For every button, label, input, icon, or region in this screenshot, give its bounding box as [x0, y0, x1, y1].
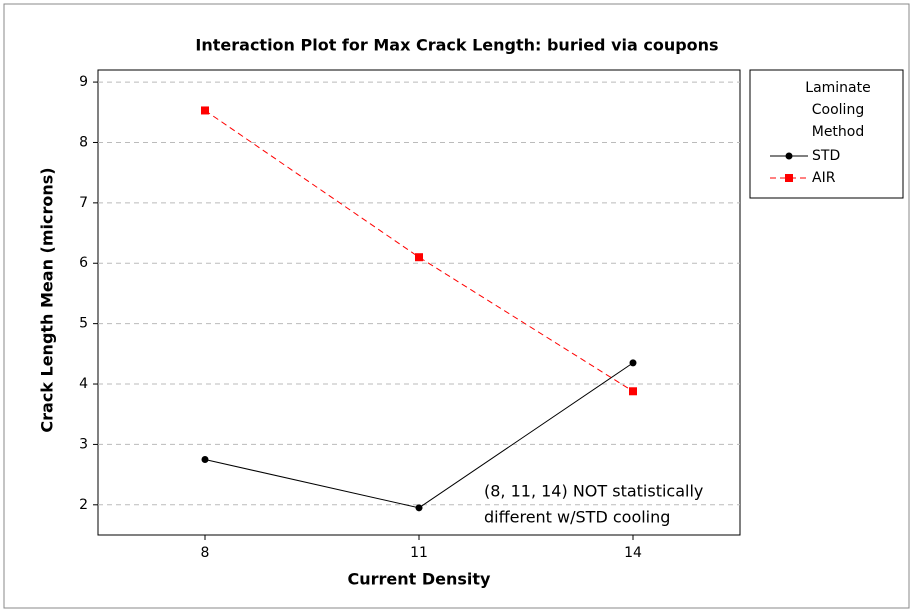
y-axis-label: Crack Length Mean (microns): [38, 167, 57, 432]
x-tick-label: 8: [201, 545, 210, 561]
marker: [201, 106, 209, 115]
x-tick-label: 11: [410, 545, 428, 561]
marker: [201, 456, 209, 464]
legend-marker: [785, 174, 793, 182]
marker: [629, 387, 637, 396]
y-tick-label: 5: [79, 316, 88, 332]
y-tick-label: 9: [79, 74, 88, 90]
marker: [629, 359, 637, 367]
legend-title: Method: [812, 124, 865, 140]
annotation: (8, 11, 14) NOT statistically: [484, 482, 703, 501]
y-tick-label: 4: [79, 376, 88, 392]
marker: [415, 504, 423, 512]
annotation: different w/STD cooling: [484, 508, 670, 527]
legend-label: AIR: [812, 170, 836, 186]
y-tick-label: 2: [79, 497, 88, 513]
legend-title: Laminate: [805, 80, 870, 96]
legend-marker: [785, 152, 793, 160]
y-tick-label: 3: [79, 436, 88, 452]
x-tick-label: 14: [624, 545, 642, 561]
legend-title: Cooling: [812, 102, 864, 118]
y-tick-label: 7: [79, 195, 88, 211]
y-tick-label: 6: [79, 255, 88, 271]
marker: [415, 253, 423, 262]
chart-title: Interaction Plot for Max Crack Length: b…: [195, 36, 718, 55]
y-tick-label: 8: [79, 134, 88, 150]
x-axis-label: Current Density: [348, 570, 492, 589]
legend-label: STD: [812, 148, 840, 164]
legend-box: [749, 69, 904, 199]
plot-area: [97, 69, 741, 536]
